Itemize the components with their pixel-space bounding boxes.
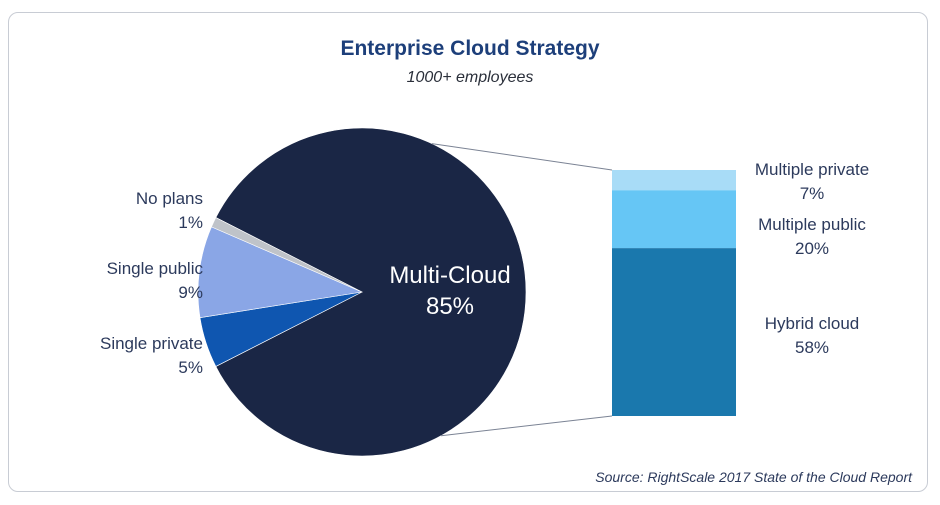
bar-segment-multiple-public	[612, 190, 736, 249]
slice-label-multi-cloud: Multi-Cloud	[389, 262, 510, 289]
segment-value-hybrid-cloud: 58%	[795, 338, 829, 357]
connector-lines	[431, 143, 613, 437]
slice-label-no-plans: No plans	[136, 189, 203, 208]
slice-value-single-private: 5%	[178, 358, 203, 377]
segment-value-multiple-public: 20%	[795, 239, 829, 258]
pie-slice-multi-cloud	[215, 127, 527, 457]
bar-segment-multiple-private	[612, 170, 736, 191]
segment-value-multiple-private: 7%	[800, 184, 825, 203]
connector-bottom	[440, 415, 613, 437]
slice-value-multi-cloud: 85%	[426, 293, 474, 320]
segment-label-multiple-public: Multiple public	[758, 215, 866, 234]
labels: Multi-Cloud 85% Single private 5% Single pub…	[100, 160, 869, 377]
pie-slice-no-plans	[211, 217, 363, 293]
pie	[197, 127, 527, 457]
breakdown-bar	[612, 170, 736, 416]
slice-value-single-public: 9%	[178, 283, 203, 302]
slice-value-no-plans: 1%	[178, 213, 203, 232]
source-note: Source: RightScale 2017 State of the Clo…	[595, 469, 913, 485]
slice-label-single-public: Single public	[107, 259, 204, 278]
bar-segment-hybrid-cloud	[612, 248, 736, 416]
slice-label-single-private: Single private	[100, 334, 203, 353]
segment-label-hybrid-cloud: Hybrid cloud	[765, 314, 860, 333]
connector-top	[431, 143, 613, 171]
pie-slice-single-public	[197, 226, 364, 319]
segment-label-multiple-private: Multiple private	[755, 160, 869, 179]
chart-subtitle: 1000+ employees	[407, 69, 534, 86]
chart-title: Enterprise Cloud Strategy	[340, 37, 599, 60]
